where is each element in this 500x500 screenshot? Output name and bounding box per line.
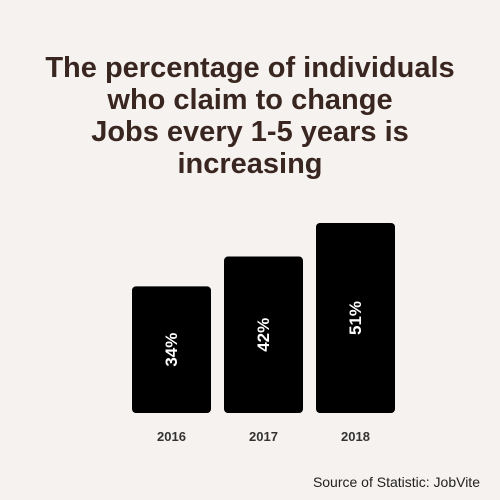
bar-2018: [316, 223, 395, 413]
x-tick-label: 2018: [341, 429, 370, 444]
x-tick-label: 2017: [249, 429, 278, 444]
source-note: Source of Statistic: JobVite: [312, 474, 480, 490]
bar-value-label: 34%: [162, 333, 181, 367]
chart-title-line: Jobs every 1-5 years is: [91, 116, 409, 148]
bar-2016: [132, 286, 211, 413]
chart-title: The percentage of individuals who claim …: [0, 52, 500, 180]
bar-2017: [224, 256, 303, 413]
chart-title-line: increasing: [177, 148, 323, 180]
bar-value-label: 42%: [254, 318, 273, 352]
bar-value-label: 51%: [346, 301, 365, 335]
chart-title-line: who claim to change: [107, 84, 393, 116]
chart-title-line: The percentage of individuals: [45, 52, 455, 84]
x-tick-label: 2016: [157, 429, 186, 444]
